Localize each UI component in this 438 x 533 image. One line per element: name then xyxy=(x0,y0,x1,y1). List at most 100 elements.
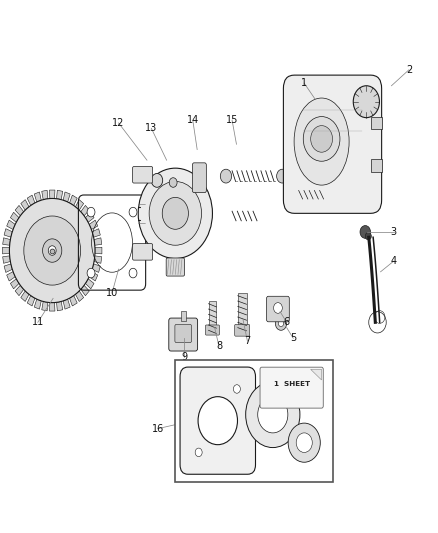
Text: 15: 15 xyxy=(226,115,238,125)
Text: 7: 7 xyxy=(244,336,251,346)
Circle shape xyxy=(311,126,332,152)
FancyBboxPatch shape xyxy=(169,318,198,351)
FancyBboxPatch shape xyxy=(235,325,250,336)
Polygon shape xyxy=(92,264,100,272)
FancyBboxPatch shape xyxy=(260,367,323,408)
FancyBboxPatch shape xyxy=(166,258,184,276)
Polygon shape xyxy=(34,299,41,309)
Circle shape xyxy=(198,397,237,445)
Text: 1: 1 xyxy=(301,78,307,88)
Circle shape xyxy=(48,246,56,255)
Bar xyxy=(175,360,332,482)
Circle shape xyxy=(138,168,212,259)
Circle shape xyxy=(277,169,288,183)
Polygon shape xyxy=(27,296,35,306)
Text: 14: 14 xyxy=(187,115,199,125)
Polygon shape xyxy=(7,220,15,230)
Polygon shape xyxy=(27,195,35,206)
Text: 11: 11 xyxy=(32,317,44,327)
Text: 2: 2 xyxy=(406,65,412,75)
Circle shape xyxy=(303,117,340,161)
Polygon shape xyxy=(89,220,98,230)
Circle shape xyxy=(353,86,379,118)
Text: 12: 12 xyxy=(113,118,125,128)
Polygon shape xyxy=(70,296,77,306)
Circle shape xyxy=(360,225,371,238)
Circle shape xyxy=(42,239,62,262)
Polygon shape xyxy=(92,229,100,237)
Polygon shape xyxy=(11,279,19,289)
Circle shape xyxy=(274,303,283,313)
Polygon shape xyxy=(57,190,63,200)
Circle shape xyxy=(246,382,300,448)
Circle shape xyxy=(258,396,288,433)
Polygon shape xyxy=(49,190,55,198)
Polygon shape xyxy=(75,200,84,210)
Polygon shape xyxy=(3,256,11,263)
Polygon shape xyxy=(57,302,63,311)
FancyBboxPatch shape xyxy=(205,325,219,335)
FancyBboxPatch shape xyxy=(133,244,152,260)
Polygon shape xyxy=(42,302,48,311)
Polygon shape xyxy=(42,190,48,200)
Circle shape xyxy=(129,207,137,217)
Bar xyxy=(371,159,381,172)
Text: 10: 10 xyxy=(106,288,118,298)
Text: 13: 13 xyxy=(145,123,157,133)
FancyBboxPatch shape xyxy=(267,296,289,322)
Polygon shape xyxy=(85,279,94,289)
Polygon shape xyxy=(11,212,19,222)
Circle shape xyxy=(87,207,95,217)
Text: 8: 8 xyxy=(216,341,222,351)
Polygon shape xyxy=(95,247,102,254)
Bar xyxy=(371,117,381,130)
Polygon shape xyxy=(15,205,24,216)
Circle shape xyxy=(276,317,287,330)
Circle shape xyxy=(151,173,162,187)
Circle shape xyxy=(10,198,95,303)
Circle shape xyxy=(129,268,137,278)
Text: 9: 9 xyxy=(181,352,187,362)
Polygon shape xyxy=(89,272,98,281)
Circle shape xyxy=(24,216,81,285)
FancyBboxPatch shape xyxy=(133,166,152,183)
Circle shape xyxy=(279,320,284,327)
Text: 16: 16 xyxy=(152,424,164,434)
Polygon shape xyxy=(7,272,15,281)
Circle shape xyxy=(296,433,312,453)
Polygon shape xyxy=(94,238,102,245)
Bar xyxy=(208,301,216,328)
Polygon shape xyxy=(21,291,29,302)
FancyBboxPatch shape xyxy=(180,367,255,474)
Polygon shape xyxy=(21,200,29,210)
Circle shape xyxy=(162,197,188,229)
Text: 3: 3 xyxy=(391,227,397,237)
Polygon shape xyxy=(15,285,24,296)
Text: 4: 4 xyxy=(391,256,397,266)
Polygon shape xyxy=(34,192,41,202)
Circle shape xyxy=(195,448,202,457)
Polygon shape xyxy=(85,212,94,222)
Circle shape xyxy=(169,177,177,187)
Circle shape xyxy=(365,232,371,240)
Ellipse shape xyxy=(294,98,349,185)
Polygon shape xyxy=(70,195,77,206)
Polygon shape xyxy=(81,285,89,296)
Circle shape xyxy=(220,169,232,183)
Circle shape xyxy=(149,181,201,245)
Polygon shape xyxy=(75,291,84,302)
FancyBboxPatch shape xyxy=(175,325,191,343)
Bar xyxy=(238,293,247,328)
Circle shape xyxy=(233,385,240,393)
Circle shape xyxy=(288,423,320,462)
Polygon shape xyxy=(311,369,321,380)
FancyBboxPatch shape xyxy=(192,163,206,192)
Polygon shape xyxy=(3,247,10,254)
Polygon shape xyxy=(94,256,102,263)
Polygon shape xyxy=(3,238,11,245)
Text: 1  SHEET: 1 SHEET xyxy=(274,381,310,387)
Polygon shape xyxy=(4,264,12,272)
Polygon shape xyxy=(4,229,12,237)
Circle shape xyxy=(87,268,95,278)
Text: 5: 5 xyxy=(290,333,297,343)
